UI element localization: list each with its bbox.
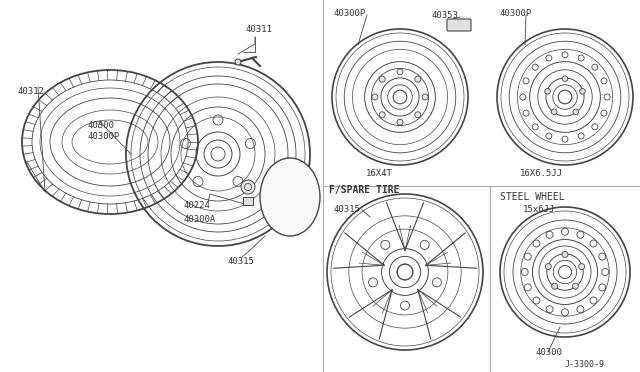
Circle shape: [415, 76, 420, 82]
Circle shape: [580, 89, 585, 94]
Text: 40224: 40224: [183, 201, 210, 210]
Text: 40300: 40300: [536, 348, 563, 357]
Text: 40300A: 40300A: [183, 215, 215, 224]
Circle shape: [397, 119, 403, 125]
Bar: [243, 197, 253, 205]
Text: 40300P: 40300P: [333, 9, 365, 18]
Text: 16X6.5JJ: 16X6.5JJ: [520, 169, 563, 178]
Text: 40315: 40315: [228, 257, 255, 266]
Circle shape: [552, 109, 557, 115]
Circle shape: [579, 264, 585, 270]
Circle shape: [380, 76, 385, 82]
Circle shape: [415, 112, 420, 118]
Text: 40312: 40312: [18, 87, 45, 96]
Circle shape: [235, 59, 241, 65]
Text: 40300: 40300: [88, 121, 115, 130]
Text: 40300P: 40300P: [88, 132, 120, 141]
Ellipse shape: [260, 158, 320, 236]
Circle shape: [274, 172, 282, 180]
Text: J-3300-9: J-3300-9: [565, 360, 605, 369]
Circle shape: [380, 112, 385, 118]
Circle shape: [573, 109, 579, 115]
Circle shape: [545, 89, 550, 94]
Circle shape: [562, 251, 568, 257]
Circle shape: [562, 76, 568, 81]
Circle shape: [552, 283, 557, 289]
Text: 16X4T: 16X4T: [366, 169, 393, 178]
Text: STEEL WHEEL: STEEL WHEEL: [500, 192, 564, 202]
Text: 40311: 40311: [245, 25, 272, 34]
Circle shape: [572, 283, 579, 289]
Circle shape: [545, 264, 551, 270]
Circle shape: [372, 94, 378, 100]
Text: 40300P: 40300P: [500, 9, 532, 18]
Text: 40315: 40315: [334, 205, 361, 214]
Text: 15x6JJ: 15x6JJ: [523, 205, 556, 214]
Circle shape: [422, 94, 428, 100]
Text: F/SPARE TIRE: F/SPARE TIRE: [329, 185, 399, 195]
Text: 40353: 40353: [432, 11, 459, 20]
Circle shape: [397, 69, 403, 75]
FancyBboxPatch shape: [447, 19, 471, 31]
Circle shape: [241, 180, 255, 194]
